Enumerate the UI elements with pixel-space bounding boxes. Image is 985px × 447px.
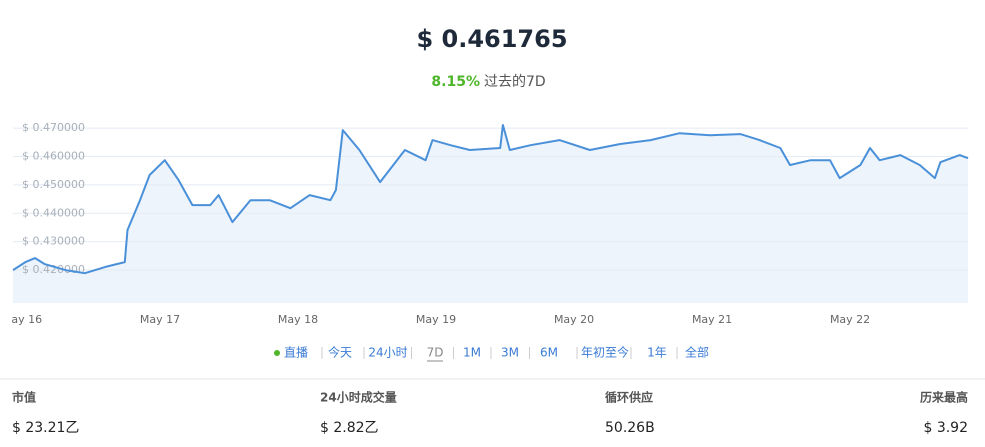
range-button[interactable]: 3M	[501, 346, 519, 360]
stat-label: 历来最高	[920, 390, 968, 405]
x-tick-label: May 19	[416, 313, 456, 326]
range-button[interactable]: 今天	[328, 345, 352, 360]
x-tick-label: May 22	[830, 313, 870, 326]
stat-value: $ 3.92	[923, 420, 968, 436]
range-button[interactable]: 全部	[685, 345, 709, 360]
range-button[interactable]: 1M	[463, 346, 481, 360]
line	[12, 124, 969, 275]
y-tick-label: $ 0.420000	[22, 263, 85, 276]
change: 8.15%	[431, 74, 480, 90]
range-button[interactable]: 年初至今	[581, 345, 629, 360]
x-tick-label: May 20	[554, 313, 594, 326]
stat-label: 市值	[12, 390, 36, 405]
stat-label: 24小时成交量	[320, 390, 397, 405]
range-button[interactable]: 24小时	[368, 346, 407, 360]
range-button[interactable]: 6M	[540, 346, 558, 360]
range-button[interactable]: 1年	[647, 346, 667, 360]
x-tick-label: May 18	[278, 313, 318, 326]
stat-value: $ 2.82乙	[320, 420, 379, 436]
y-tick-label: $ 0.450000	[22, 178, 85, 191]
chart: $ 0.420000 $ 0.430000 $ 0.440000 $ 0.450000…	[2, 104, 969, 326]
price: $ 0.461765	[416, 25, 567, 53]
live-dot	[274, 350, 280, 356]
stat-value: 50.26B	[605, 420, 655, 436]
y-tick-label: $ 0.440000	[22, 206, 85, 219]
x-tick-label: May 21	[692, 313, 732, 326]
range-button[interactable]: 7D	[427, 346, 444, 360]
x-tick-label: May 16	[2, 313, 42, 326]
change-label: 过去的7D	[484, 74, 546, 90]
y-tick-label: $ 0.430000	[22, 235, 85, 248]
y-tick-label: $ 0.460000	[22, 150, 85, 163]
x-axis: May 16 May 17 May 18 May 19 May 20 May 21 May …	[2, 313, 870, 326]
stat-label: 循环供应	[605, 390, 653, 405]
x-tick-label: May 17	[140, 313, 180, 326]
stat-value: $ 23.21乙	[12, 420, 79, 436]
y-tick-label: $ 0.470000	[22, 121, 85, 134]
range-button[interactable]: 直播	[284, 346, 308, 360]
area	[13, 125, 968, 303]
